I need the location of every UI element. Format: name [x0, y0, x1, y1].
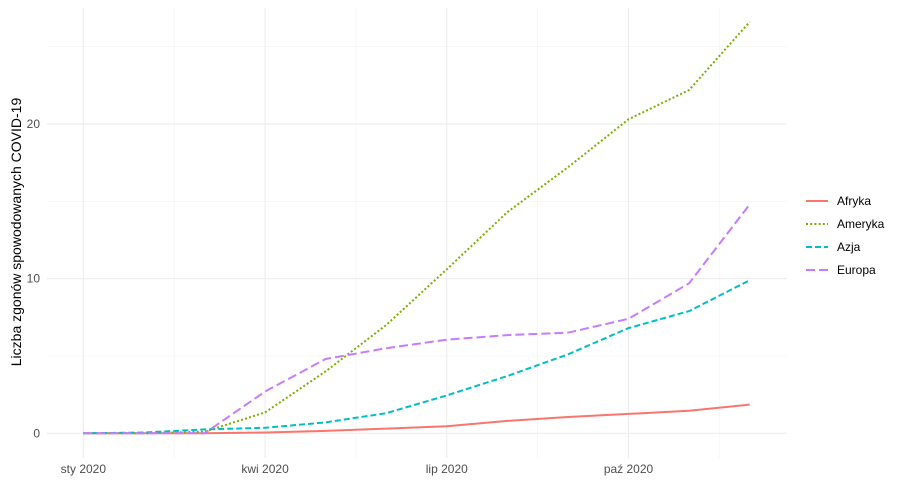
- series-line-ameryka: [83, 21, 751, 435]
- x-tick-label: paź 2020: [604, 462, 654, 476]
- legend: Afryka Ameryka Azja Europa: [806, 194, 885, 277]
- series-line-europa: [83, 203, 751, 435]
- x-tick-label: sty 2020: [61, 462, 107, 476]
- y-tick-label: 10: [27, 272, 41, 286]
- series-line-afryka: [83, 403, 750, 435]
- x-tick-label: lip 2020: [426, 462, 468, 476]
- series-line-azja: [83, 279, 751, 435]
- x-axis-ticks: sty 2020 kwi 2020 lip 2020 paź 2020: [61, 462, 654, 476]
- legend-label-ameryka: Ameryka: [837, 217, 885, 231]
- series-layer: [83, 21, 751, 435]
- legend-label-europa: Europa: [837, 263, 876, 277]
- legend-label-azja: Azja: [837, 240, 861, 254]
- y-axis-ticks: 0 10 20: [27, 117, 41, 440]
- grid: [47, 8, 786, 458]
- y-axis-title: Liczba zgonów spowodowanych COVID-19: [8, 98, 24, 367]
- x-tick-label: kwi 2020: [241, 462, 289, 476]
- y-tick-label: 0: [33, 426, 40, 440]
- legend-label-afryka: Afryka: [837, 194, 871, 208]
- y-tick-label: 20: [27, 117, 41, 131]
